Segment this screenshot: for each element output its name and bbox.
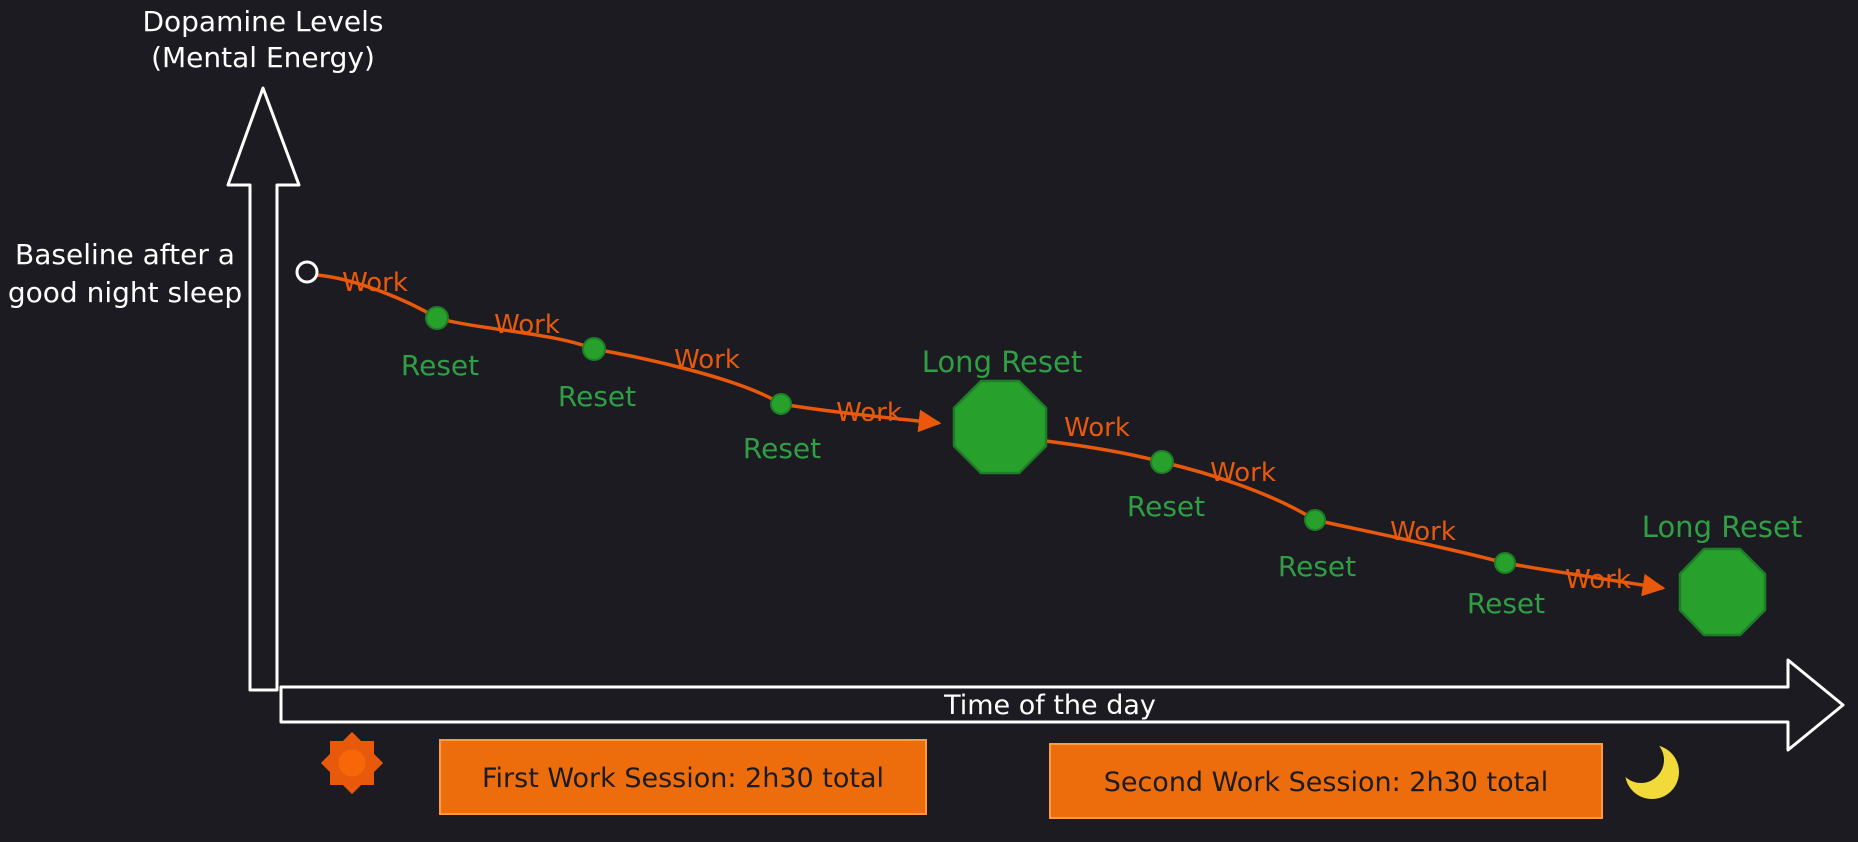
y-axis-arrow <box>226 86 301 692</box>
work-label: Work <box>494 310 560 340</box>
reset-dot <box>1150 450 1174 474</box>
session-banner-rect <box>439 739 927 815</box>
reset-label: Reset <box>401 349 479 382</box>
work-label: Work <box>674 345 740 375</box>
long-reset-label: Long Reset <box>1642 510 1802 544</box>
chart-title-line2: (Mental Energy) <box>151 41 375 74</box>
baseline-start-point <box>295 260 319 284</box>
reset-dot <box>770 393 792 415</box>
chart-title-line1: Dopamine Levels <box>142 5 383 38</box>
work-segment <box>1313 518 1507 565</box>
baseline-label-line1: Baseline after a <box>15 238 235 271</box>
session-banner-first: First Work Session: 2h30 total <box>439 739 927 815</box>
moon-icon <box>1618 737 1679 799</box>
reset-label: Reset <box>558 380 636 413</box>
session-banner-rect <box>1049 743 1603 819</box>
reset-dot <box>425 306 449 330</box>
sun-icon <box>320 731 384 795</box>
work-label: Work <box>1390 517 1456 547</box>
work-label: Work <box>836 398 902 428</box>
work-segment <box>779 402 942 433</box>
work-segment <box>592 347 783 406</box>
reset-dot <box>1494 552 1516 574</box>
x-axis-label: Time of the day <box>943 690 1156 721</box>
baseline-label-line2: good night sleep <box>8 276 242 309</box>
work-segment <box>1503 561 1666 597</box>
session-banner-second: Second Work Session: 2h30 total <box>1049 743 1603 819</box>
work-segment <box>315 273 439 320</box>
session-banner-label: Second Work Session: 2h30 total <box>1104 767 1549 798</box>
long-reset-octagon <box>952 379 1048 475</box>
reset-dot <box>1304 509 1326 531</box>
work-label: Work <box>1210 458 1276 488</box>
long-reset-label: Long Reset <box>922 345 1082 379</box>
work-label: Work <box>342 268 408 298</box>
work-label: Work <box>1565 565 1631 595</box>
long-reset-octagon <box>1678 547 1767 637</box>
work-segment <box>1044 439 1164 464</box>
x-axis-arrow <box>279 658 1845 752</box>
work-label: Work <box>1064 413 1130 443</box>
work-segment <box>435 316 596 351</box>
reset-label: Reset <box>1467 587 1545 620</box>
reset-dot <box>582 337 606 361</box>
session-banner-label: First Work Session: 2h30 total <box>482 763 884 794</box>
reset-label: Reset <box>1127 490 1205 523</box>
work-segment <box>1160 460 1317 522</box>
reset-label: Reset <box>1278 550 1356 583</box>
reset-label: Reset <box>743 432 821 465</box>
